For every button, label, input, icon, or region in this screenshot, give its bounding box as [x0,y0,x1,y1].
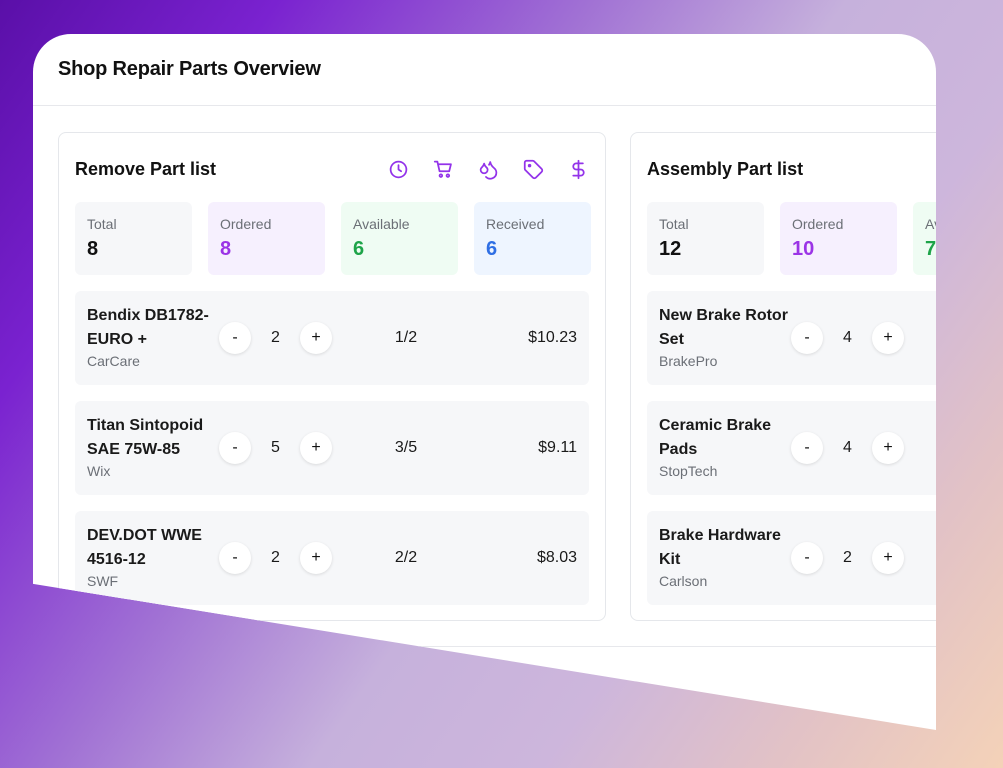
stat-value: 12 [659,238,682,260]
part-price: $9.11 [538,439,577,456]
stat-label: Total [659,216,689,232]
dollar-icon[interactable] [568,159,589,180]
stat-value: 6 [486,238,498,260]
quantity-stepper: - 5 + [219,432,332,464]
part-brand: SWF [87,573,119,589]
decrement-button[interactable]: - [791,432,823,464]
decrement-button[interactable]: - [791,542,823,574]
quantity-stepper: - 4 + [791,432,904,464]
quantity-value: 4 [843,329,852,346]
part-name: DEV.DOT WWE 4516-12 [87,527,202,568]
footer-divider [33,646,936,647]
received-fraction: 1/2 [394,329,418,346]
stat-available: Av 7 [913,202,936,275]
part-brand: BrakePro [659,353,718,369]
part-name: New Brake Rotor Set [659,307,788,348]
increment-button[interactable]: + [300,432,332,464]
part-row: New Brake Rotor Set BrakePro - 4 + [647,291,936,385]
part-name: Bendix DB1782-EURO + [87,307,209,348]
increment-button[interactable]: + [872,432,904,464]
stat-label: Ordered [792,216,844,232]
assembly-part-panel: Assembly Part list Total 12 Ordered 10 A… [630,132,936,621]
part-name: Titan Sintopoid SAE 75W-85 [87,417,204,458]
decrement-button[interactable]: - [791,322,823,354]
received-fraction: 3/5 [394,439,418,456]
filter-icon-bar [388,159,589,180]
clock-icon[interactable] [388,159,409,180]
decrement-button[interactable]: - [219,432,251,464]
quantity-stepper: - 2 + [791,542,904,574]
part-brand: StopTech [659,463,718,479]
assembly-panel-title: Assembly Part list [647,158,804,179]
part-row: DEV.DOT WWE 4516-12 SWF - 2 + 2/2 $8.03 [75,511,589,605]
assembly-panel-header: Assembly Part list [647,155,936,183]
stat-value: 7 [925,238,936,260]
stat-received: Received 6 [474,202,591,275]
stat-value: 8 [87,238,99,260]
stat-ordered: Ordered 8 [208,202,325,275]
quantity-stepper: - 2 + [219,542,332,574]
cart-icon[interactable] [433,159,454,180]
remove-part-rows: Bendix DB1782-EURO + CarCare - 2 + 1/2 $… [75,291,589,621]
stat-ordered: Ordered 10 [780,202,897,275]
part-name: Ceramic Brake Pads [659,417,772,458]
main-card: Shop Repair Parts Overview Remove Part l… [33,34,936,730]
quantity-value: 2 [271,549,280,566]
stat-value: 8 [220,238,232,260]
part-name: Brake Hardware Kit [659,527,781,568]
stat-label: Available [353,216,410,232]
quantity-value: 2 [843,549,852,566]
decrement-button[interactable]: - [219,322,251,354]
quantity-stepper: - 2 + [219,322,332,354]
stat-total: Total 12 [647,202,764,275]
decrement-button[interactable]: - [219,542,251,574]
card-header: Shop Repair Parts Overview [33,34,936,106]
quantity-value: 5 [271,439,280,456]
stat-available: Available 6 [341,202,458,275]
part-row: Titan Sintopoid SAE 75W-85 Wix - 5 + 3/5… [75,401,589,495]
increment-button[interactable]: + [872,322,904,354]
stat-label: Ordered [220,216,272,232]
stat-label: Total [87,216,117,232]
part-brand: Carlson [659,573,708,589]
stat-label: Av [925,216,936,232]
increment-button[interactable]: + [300,542,332,574]
remove-part-panel: Remove Part list [58,132,606,621]
page-title: Shop Repair Parts Overview [58,58,321,80]
droplets-icon[interactable] [478,159,499,180]
part-price: $10.23 [528,329,577,346]
part-brand: CarCare [87,353,140,369]
remove-stats: Total 8 Ordered 8 Available 6 Received 6 [75,202,591,275]
quantity-value: 2 [271,329,280,346]
part-row: Bendix DB1782-EURO + CarCare - 2 + 1/2 $… [75,291,589,385]
increment-button[interactable]: + [300,322,332,354]
remove-panel-title: Remove Part list [75,158,217,179]
stat-total: Total 8 [75,202,192,275]
stat-value: 10 [792,238,815,260]
remove-panel-header: Remove Part list [75,155,589,183]
part-price: $8.03 [536,549,577,566]
quantity-value: 4 [843,439,852,456]
part-row: Brake Hardware Kit Carlson - 2 + [647,511,936,605]
part-row: Ceramic Brake Pads StopTech - 4 + [647,401,936,495]
stat-label: Received [486,216,545,232]
part-brand: Wix [87,463,111,479]
assembly-stats: Total 12 Ordered 10 Av 7 [647,202,936,275]
stat-value: 6 [353,238,365,260]
tag-icon[interactable] [523,159,544,180]
increment-button[interactable]: + [872,542,904,574]
quantity-stepper: - 4 + [791,322,904,354]
received-fraction: 2/2 [394,549,418,566]
assembly-part-rows: New Brake Rotor Set BrakePro - 4 + Ceram… [647,291,936,621]
